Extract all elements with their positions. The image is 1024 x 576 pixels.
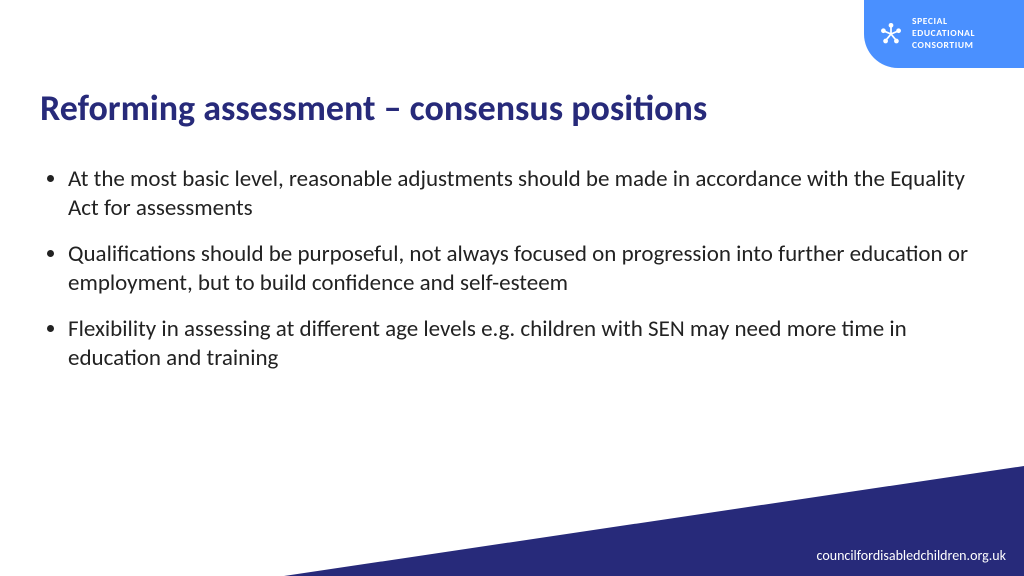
- bullet-list: At the most basic level, reasonable adju…: [40, 165, 984, 374]
- content-area: At the most basic level, reasonable adju…: [40, 165, 984, 390]
- page-title: Reforming assessment – consensus positio…: [40, 86, 707, 130]
- logo-badge: SPECIAL EDUCATIONAL CONSORTIUM: [864, 0, 1024, 68]
- asterisk-icon: [878, 21, 904, 47]
- footer-url: councilfordisabledchildren.org.uk: [817, 547, 1006, 564]
- logo-text: SPECIAL EDUCATIONAL CONSORTIUM: [912, 16, 975, 52]
- list-item: At the most basic level, reasonable adju…: [68, 165, 984, 224]
- list-item: Flexibility in assessing at different ag…: [68, 315, 984, 374]
- list-item: Qualifications should be purposeful, not…: [68, 240, 984, 299]
